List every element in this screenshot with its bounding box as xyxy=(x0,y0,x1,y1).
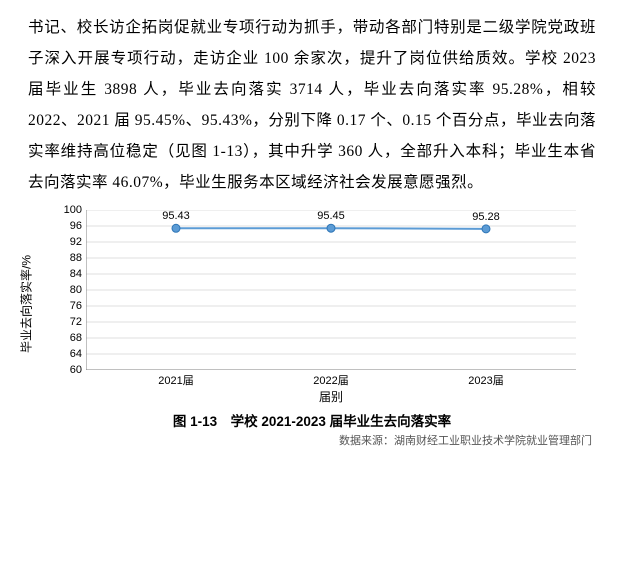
y-tick-label: 84 xyxy=(52,268,82,280)
y-tick-label: 100 xyxy=(52,204,82,216)
x-tick-label: 2023届 xyxy=(468,372,503,388)
body-paragraph: 书记、校长访企拓岗促就业专项行动为抓手，带动各部门特别是二级学院党政班子深入开展… xyxy=(28,12,596,198)
y-tick-label: 76 xyxy=(52,300,82,312)
data-point-label: 95.45 xyxy=(317,210,345,222)
data-point-label: 95.28 xyxy=(472,211,500,223)
employment-rate-chart: 毕业去向落实率/% 60646872768084889296100 95.439… xyxy=(32,204,592,404)
y-axis-label: 毕业去向落实率/% xyxy=(18,255,35,353)
x-ticks: 2021届 2022届 2023届 xyxy=(86,372,576,388)
data-labels: 95.43 95.45 95.28 xyxy=(86,210,576,370)
y-tick-label: 92 xyxy=(52,236,82,248)
y-tick-label: 96 xyxy=(52,220,82,232)
y-tick-label: 88 xyxy=(52,252,82,264)
x-tick-label: 2022届 xyxy=(313,372,348,388)
x-axis-label: 届别 xyxy=(86,388,576,405)
data-point-label: 95.43 xyxy=(162,210,190,222)
y-tick-label: 80 xyxy=(52,284,82,296)
y-tick-label: 60 xyxy=(52,364,82,376)
y-tick-label: 68 xyxy=(52,332,82,344)
data-source: 数据来源：湖南财经工业职业技术学院就业管理部门 xyxy=(28,432,596,448)
y-tick-label: 64 xyxy=(52,348,82,360)
x-tick-label: 2021届 xyxy=(158,372,193,388)
y-ticks: 60646872768084889296100 xyxy=(52,210,82,370)
figure-caption: 图 1-13 学校 2021-2023 届毕业生去向落实率 xyxy=(28,410,596,430)
y-tick-label: 72 xyxy=(52,316,82,328)
